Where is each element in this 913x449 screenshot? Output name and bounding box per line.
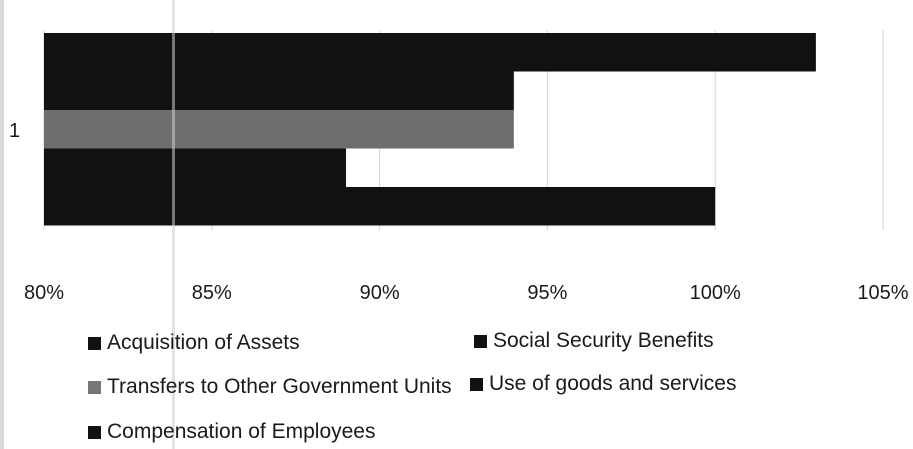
bar <box>44 33 816 72</box>
bar-group <box>44 33 816 226</box>
category-label: 1 <box>9 120 20 142</box>
x-tick-label: 80% <box>24 282 64 304</box>
legend-swatch <box>470 378 483 391</box>
legend-swatch <box>88 337 101 350</box>
legend-item-1: Social Security Benefits <box>474 329 714 353</box>
legend-item-4: Compensation of Employees <box>88 420 375 444</box>
legend-label: Social Security Benefits <box>493 329 714 352</box>
x-tick-label: 85% <box>192 282 232 304</box>
legend-label: Use of goods and services <box>489 372 736 395</box>
bar <box>44 110 514 149</box>
x-axis-ticks: 80% 85% 90% 95% 100% 105% <box>24 282 909 304</box>
x-tick-label: 105% <box>857 282 908 304</box>
legend-swatch <box>474 335 487 348</box>
legend-item-0: Acquisition of Assets <box>88 331 300 355</box>
category-labels: 1 <box>9 120 20 142</box>
legend-label: Acquisition of Assets <box>107 331 300 354</box>
legend-item-3: Use of goods and services <box>470 372 736 396</box>
legend-swatch <box>88 426 101 439</box>
x-tick-label: 95% <box>527 282 567 304</box>
legend-label: Transfers to Other Government Units <box>107 375 452 398</box>
legend-swatch <box>88 381 101 394</box>
bar <box>44 187 715 226</box>
legend-label: Compensation of Employees <box>107 420 375 443</box>
legend-item-2: Transfers to Other Government Units <box>88 375 452 399</box>
x-tick-label: 90% <box>360 282 400 304</box>
bar <box>44 72 514 111</box>
x-tick-label: 100% <box>690 282 741 304</box>
bar <box>44 149 346 188</box>
